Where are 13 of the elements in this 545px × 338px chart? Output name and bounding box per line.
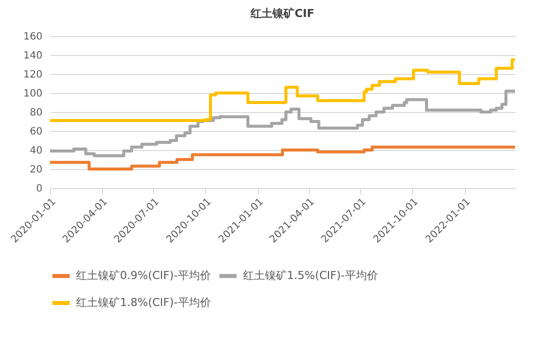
y-tick-label: 120 bbox=[23, 70, 42, 80]
legend-label: 红土镍矿1.8%(CIF)-平均价 bbox=[76, 296, 211, 309]
chart-title: 红土镍矿CIF bbox=[250, 7, 314, 20]
y-tick-label: 60 bbox=[30, 126, 42, 138]
y-tick-label: 20 bbox=[30, 164, 42, 176]
y-tick-label: 80 bbox=[30, 108, 42, 118]
y-tick-label: 40 bbox=[30, 146, 42, 156]
legend-label: 红土镍矿0.9%(CIF)-平均价 bbox=[76, 269, 211, 282]
legend-label: 红土镍矿1.5%(CIF)-平均价 bbox=[243, 269, 378, 282]
y-tick-label: 100 bbox=[23, 88, 42, 100]
y-tick-label: 0 bbox=[36, 184, 42, 194]
y-tick-label: 160 bbox=[23, 32, 42, 42]
y-tick-label: 140 bbox=[23, 50, 42, 62]
